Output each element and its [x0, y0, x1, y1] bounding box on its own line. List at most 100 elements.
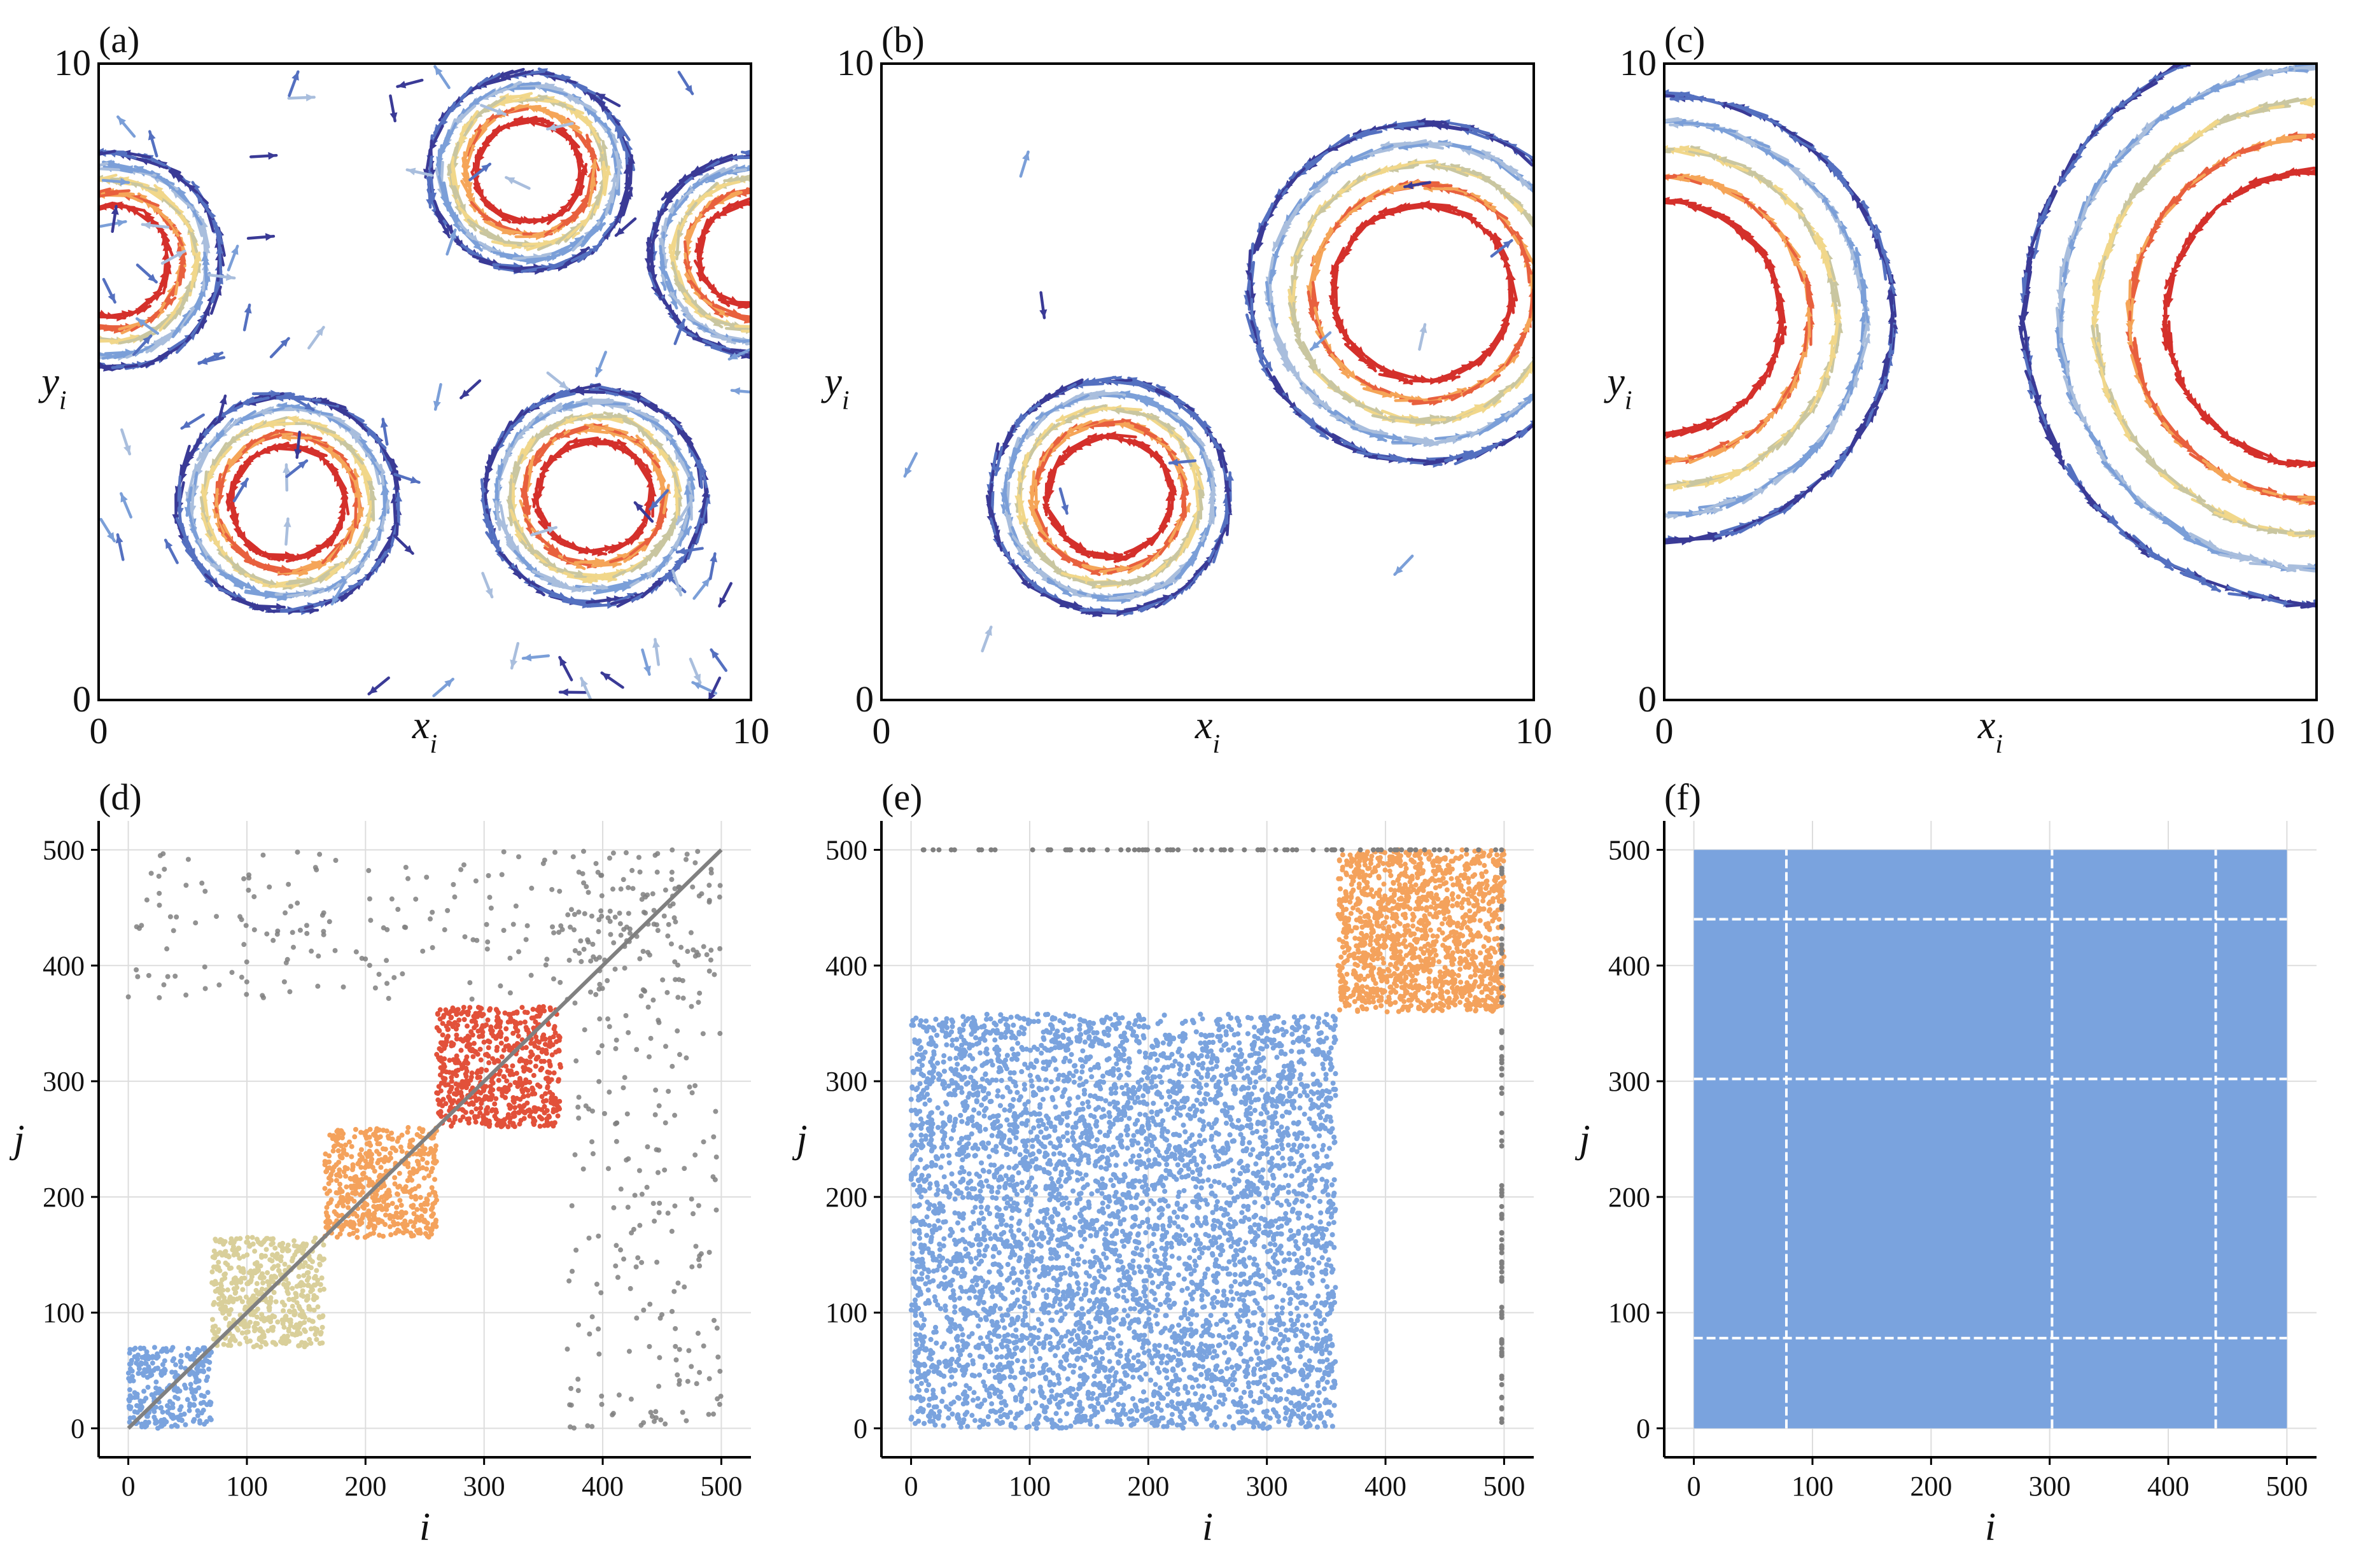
quiver-arrow-head: [822, 248, 829, 256]
quiver-arrow: [13, 315, 31, 336]
quiver-arrow-head: [41, 306, 50, 315]
quiver-arrow-head: [1209, 487, 1217, 496]
quiver-arrow: [18, 182, 37, 202]
quiver-arrow: [54, 277, 71, 300]
quiver-arrow: [99, 163, 101, 167]
quiver-arrow-head: [772, 195, 781, 202]
quiver-arrow-head: [782, 170, 790, 178]
quiver-arrow-head: [824, 298, 832, 306]
quiver-arrow: [21, 203, 33, 228]
quiver-arrow-head: [61, 162, 70, 169]
quiver-arrow: [41, 179, 61, 199]
quiver-arrow: [757, 180, 784, 186]
quiver-arrow-head: [763, 314, 771, 321]
quiver-arrow-head: [1, 272, 9, 280]
quiver-arrow: [18, 274, 24, 301]
quiver-arrow: [822, 183, 836, 207]
quiver-arrow: [829, 294, 843, 318]
quiver-arrow: [58, 352, 83, 365]
quiver-arrow-head: [799, 167, 808, 174]
quiver-arrow-head: [12, 280, 20, 288]
quiver-arrow-head: [1, 237, 9, 246]
quiver-arrow-head: [268, 151, 277, 160]
quiver-arrow-head: [806, 330, 815, 337]
quiver-arrow-head: [16, 230, 23, 239]
quiver-arrow: [1551, 255, 1555, 282]
quiver-arrow-head: [751, 347, 759, 355]
quiver-arrow: [32, 293, 50, 314]
quiver-arrow-head: [768, 156, 777, 164]
quiver-arrow-head: [26, 253, 34, 262]
quiver-arrow-head: [807, 265, 814, 274]
quiver-arrow-head: [67, 200, 76, 207]
quiver-arrow: [797, 165, 820, 181]
quiver-arrow: [820, 290, 834, 314]
quiver-arrow-head: [840, 284, 848, 293]
quiver-arrow: [762, 192, 789, 200]
quiver-arrow: [59, 171, 85, 179]
quiver-arrow-head: [845, 269, 852, 277]
quiver-arrow: [47, 176, 71, 190]
quiver-arrow-head: [560, 688, 568, 696]
quiver-arrow-head: [798, 262, 806, 271]
quiver-arrow-head: [4, 287, 11, 296]
quiver-arrow: [50, 290, 64, 314]
quiver-arrow: [45, 209, 64, 230]
quiver-arrow-head: [825, 205, 832, 214]
quiver-arrow: [849, 246, 854, 274]
quiver-arrow-head: [29, 333, 37, 342]
quiver-arrow: [759, 167, 787, 171]
quiver-arrow: [40, 178, 60, 197]
quiver-arrow: [71, 304, 97, 314]
quiver-arrow: [43, 162, 65, 180]
quiver-arrow: [45, 305, 62, 328]
quiver-arrow-head: [13, 309, 21, 318]
quiver-arrow-head: [803, 284, 811, 293]
quiver-arrow: [738, 352, 751, 356]
quiver-arrow-head: [13, 250, 21, 258]
quiver-arrow-head: [777, 195, 785, 204]
quiver-arrow: [34, 335, 55, 354]
quiver-arrow-head: [825, 314, 834, 323]
quiver-arrow-head: [11, 253, 18, 261]
quiver-arrow: [844, 211, 849, 238]
quiver-arrow-head: [813, 207, 820, 216]
quiver-arrow-head: [80, 319, 88, 326]
quiver-arrows: [903, 118, 1556, 653]
quiver-arrow: [788, 187, 808, 207]
quiver-arrow-head: [820, 224, 827, 232]
quiver-arrow-head: [25, 184, 34, 192]
quiver-arrow: [26, 227, 37, 252]
quiver-arrow-head: [63, 291, 71, 300]
quiver-arrow-head: [814, 308, 822, 316]
quiver-arrow-head: [86, 163, 95, 171]
quiver-arrow-head: [22, 327, 29, 336]
quiver-arrow: [747, 165, 751, 169]
quiver-arrow: [831, 211, 839, 238]
quiver-arrow-head: [615, 160, 623, 169]
quiver-arrow-head: [35, 255, 43, 264]
quiver-arrow-head: [1545, 321, 1553, 330]
quiver-arrow: [749, 354, 751, 358]
quiver-arrow-head: [780, 317, 789, 324]
quiver-arrow-head: [123, 445, 131, 454]
quiver-arrow-head: [762, 176, 771, 183]
quiver-arrow-head: [759, 314, 767, 321]
quiver-arrow: [789, 216, 804, 239]
quiver-arrow: [809, 251, 817, 277]
quiver-arrow: [27, 234, 34, 262]
quiver-arrow-head: [25, 243, 32, 252]
quiver-arrow-head: [810, 256, 817, 265]
quiver-arrow: [818, 267, 827, 294]
quiver-arrow: [1550, 251, 1556, 278]
quiver-arrow-head: [806, 273, 813, 282]
quiver-arrow: [30, 262, 34, 290]
quiver-arrow: [777, 195, 798, 214]
quiver-arrow: [768, 157, 795, 165]
quiver-arrow: [801, 230, 804, 258]
quiver-arrow-head: [17, 199, 25, 208]
quiver-arrow: [0, 226, 10, 252]
quiver-arrow: [771, 342, 796, 354]
